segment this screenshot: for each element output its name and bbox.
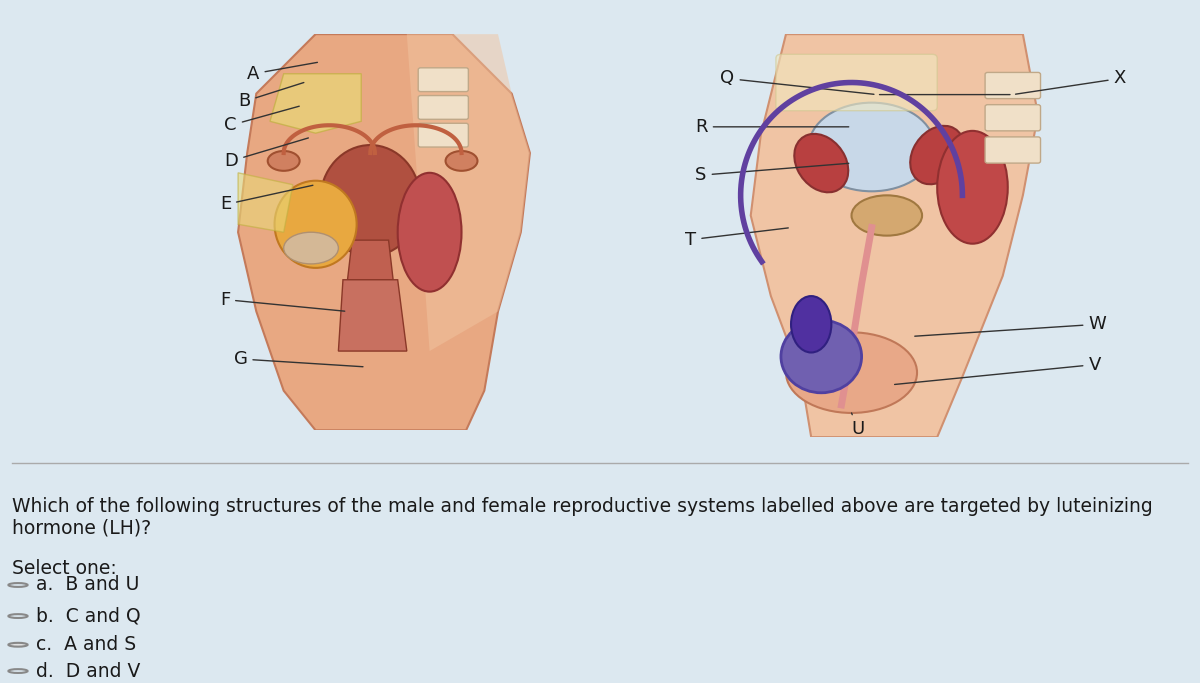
Text: R: R (695, 118, 848, 136)
Ellipse shape (911, 126, 964, 184)
FancyBboxPatch shape (776, 55, 937, 111)
Text: F: F (220, 290, 344, 311)
FancyBboxPatch shape (985, 137, 1040, 163)
FancyBboxPatch shape (985, 104, 1040, 131)
Ellipse shape (937, 131, 1008, 244)
Ellipse shape (786, 333, 917, 413)
Text: G: G (234, 350, 362, 368)
Polygon shape (338, 280, 407, 351)
Polygon shape (407, 34, 530, 351)
Ellipse shape (794, 134, 848, 193)
Polygon shape (270, 74, 361, 133)
FancyBboxPatch shape (419, 96, 468, 120)
Text: a.  B and U: a. B and U (36, 576, 139, 594)
Ellipse shape (320, 145, 420, 256)
Ellipse shape (781, 320, 862, 393)
Text: W: W (914, 316, 1106, 336)
Circle shape (8, 643, 28, 647)
Text: T: T (685, 228, 788, 249)
Text: b.  C and Q: b. C and Q (36, 607, 140, 626)
Polygon shape (751, 34, 1038, 437)
FancyBboxPatch shape (419, 123, 468, 147)
Text: c.  A and S: c. A and S (36, 635, 136, 654)
Text: C: C (224, 106, 299, 135)
Text: B: B (238, 83, 304, 111)
Text: X: X (1015, 70, 1126, 94)
Text: D: D (224, 138, 308, 170)
Ellipse shape (283, 232, 338, 264)
Ellipse shape (275, 181, 356, 268)
Ellipse shape (809, 102, 935, 191)
Text: Select one:: Select one: (12, 559, 116, 578)
FancyBboxPatch shape (985, 72, 1040, 98)
Text: E: E (220, 185, 313, 214)
Text: A: A (247, 62, 318, 83)
Ellipse shape (791, 296, 832, 352)
Text: S: S (695, 163, 848, 184)
Ellipse shape (445, 151, 478, 171)
Polygon shape (238, 34, 530, 430)
Text: Which of the following structures of the male and female reproductive systems la: Which of the following structures of the… (12, 497, 1153, 538)
Ellipse shape (852, 195, 922, 236)
Text: Q: Q (720, 70, 874, 94)
Polygon shape (238, 173, 293, 232)
Ellipse shape (268, 151, 300, 171)
Ellipse shape (397, 173, 462, 292)
Polygon shape (348, 240, 394, 280)
FancyBboxPatch shape (419, 68, 468, 92)
Text: V: V (895, 356, 1100, 385)
Text: d.  D and V: d. D and V (36, 662, 140, 680)
Text: U: U (852, 413, 865, 438)
